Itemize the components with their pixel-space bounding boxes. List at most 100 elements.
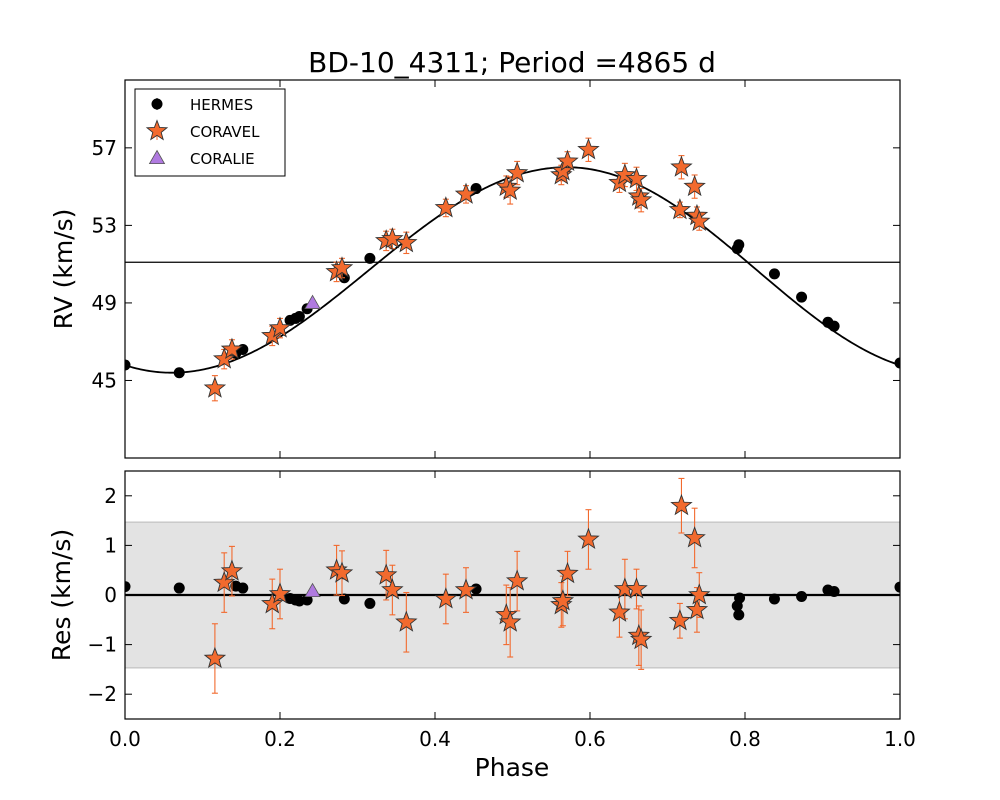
hermes-residual-point: [734, 592, 746, 604]
coravel-residual-point: [629, 627, 653, 650]
legend-item-hermes: HERMES: [151, 96, 253, 114]
coravel-residual-point: [498, 610, 522, 632]
coravel-point: [454, 182, 478, 204]
coravel-residual-point: [381, 578, 404, 600]
legend-item-coravel: CORAVEL: [145, 119, 260, 141]
legend-item-coralie: CORALIE: [148, 149, 255, 168]
residual-ytick-label: 1: [104, 533, 117, 557]
hermes-residual-point: [768, 593, 780, 605]
coravel-residual-point: [551, 589, 575, 611]
series-coralie: [304, 294, 321, 309]
coravel-residual-point: [577, 527, 600, 549]
coravel-residual-point: [330, 561, 354, 583]
coravel-point: [668, 198, 692, 220]
coravel-point: [220, 337, 244, 359]
coravel-residual-point: [668, 609, 692, 631]
hermes-point: [768, 268, 780, 280]
hermes-point: [125, 359, 131, 371]
hermes-residual-point: [301, 594, 313, 606]
residual-panel: −2 −1 0 1 2 0.0 0.2 0.4 0.6 0.8 1.0 Res (km/s) Pha…: [47, 470, 916, 782]
coravel-residual-point: [325, 558, 348, 580]
hermes-residual-point: [338, 593, 350, 605]
chart-title: BD-10_4311; Period =4865 d: [308, 46, 716, 79]
residual-xtick-label: 0.2: [264, 727, 296, 751]
coravel-point: [395, 231, 418, 253]
coravel-residual-point: [505, 569, 529, 591]
coravel-point: [330, 256, 354, 278]
hermes-point: [364, 252, 376, 264]
residual-y-axis-label: Res (km/s): [47, 529, 76, 661]
residual-series-hermes: [125, 580, 900, 621]
residual-xtick-label: 1.0: [884, 727, 916, 751]
hermes-residual-point: [828, 586, 840, 598]
hermes-residual-point: [173, 582, 185, 594]
coravel-point: [577, 137, 600, 160]
rv-ytick-label: 45: [92, 368, 117, 392]
residual-plot-content: [125, 477, 900, 694]
hermes-residual-point: [237, 582, 249, 594]
coravel-point: [498, 178, 522, 201]
residual-xtick-label: 0.8: [729, 727, 761, 751]
coralie-point: [304, 294, 321, 309]
legend: HERMES CORAVEL CORALIE: [134, 88, 286, 177]
hermes-point: [173, 367, 185, 379]
coravel-residual-point: [220, 559, 244, 581]
coravel-residual-point: [261, 592, 284, 614]
rv-ytick-label: 53: [92, 213, 117, 237]
hermes-point: [828, 320, 840, 332]
coravel-residual-point: [556, 561, 579, 584]
legend-label: CORALIE: [190, 150, 255, 168]
coravel-residual-point: [670, 493, 693, 516]
residual-series-coralie: [304, 582, 321, 598]
residual-xtick-label: 0.6: [574, 727, 606, 751]
coravel-residual-point: [212, 570, 236, 593]
rv-axis-ticks: 45 49 53 57: [92, 80, 901, 458]
hermes-residual-point: [894, 581, 900, 593]
coravel-point: [381, 227, 404, 249]
coravel-point: [434, 196, 458, 218]
residual-ytick-label: 0: [104, 583, 117, 607]
residual-ytick-label: 2: [104, 484, 117, 508]
rv-panel: 45 49 53 57 RV (km/s) HERMES CORAVEL CORALIE: [49, 79, 901, 459]
coravel-residual-point: [688, 583, 711, 605]
hermes-residual-point: [733, 609, 745, 621]
legend-marker-hermes: [151, 98, 163, 110]
coravel-point: [629, 188, 653, 210]
coravel-point: [688, 209, 711, 232]
coravel-point: [670, 155, 693, 177]
hermes-residual-point: [364, 597, 376, 609]
hermes-residual-point: [125, 581, 131, 593]
coravel-residual-point: [685, 598, 709, 620]
coralie-residual-point: [304, 582, 321, 598]
coravel-residual-point: [395, 610, 418, 632]
coravel-residual-point: [683, 526, 706, 548]
rv-ytick-label: 49: [92, 291, 117, 315]
hermes-point: [796, 291, 808, 303]
hermes-point: [293, 310, 305, 322]
legend-label: CORAVEL: [190, 123, 260, 141]
x-axis-label: Phase: [475, 753, 550, 782]
legend-marker-coralie: [148, 149, 166, 165]
rv-ytick-label: 57: [92, 136, 117, 160]
coravel-residual-point: [454, 578, 478, 600]
series-coravel: [203, 137, 711, 402]
coravel-point: [212, 347, 236, 369]
rv-y-axis-label: RV (km/s): [49, 209, 78, 330]
coravel-residual-point: [625, 577, 648, 599]
residual-ytick-label: −1: [88, 633, 117, 657]
residual-axis-ticks: −2 −1 0 1 2 0.0 0.2 0.4 0.6 0.8 1.0: [88, 471, 916, 751]
coravel-point: [683, 174, 706, 197]
residual-series-coravel: [203, 477, 711, 694]
coravel-point: [625, 167, 648, 189]
hermes-point: [894, 357, 900, 369]
coravel-point: [613, 163, 637, 185]
coravel-point: [556, 149, 579, 171]
legend-label: HERMES: [190, 96, 253, 114]
residual-xtick-label: 0.0: [109, 727, 141, 751]
legend-marker-coravel: [145, 119, 169, 141]
hermes-point: [237, 343, 249, 355]
rv-plot-frame: [124, 79, 901, 459]
coravel-residual-point: [374, 563, 398, 585]
coravel-point: [268, 316, 292, 338]
